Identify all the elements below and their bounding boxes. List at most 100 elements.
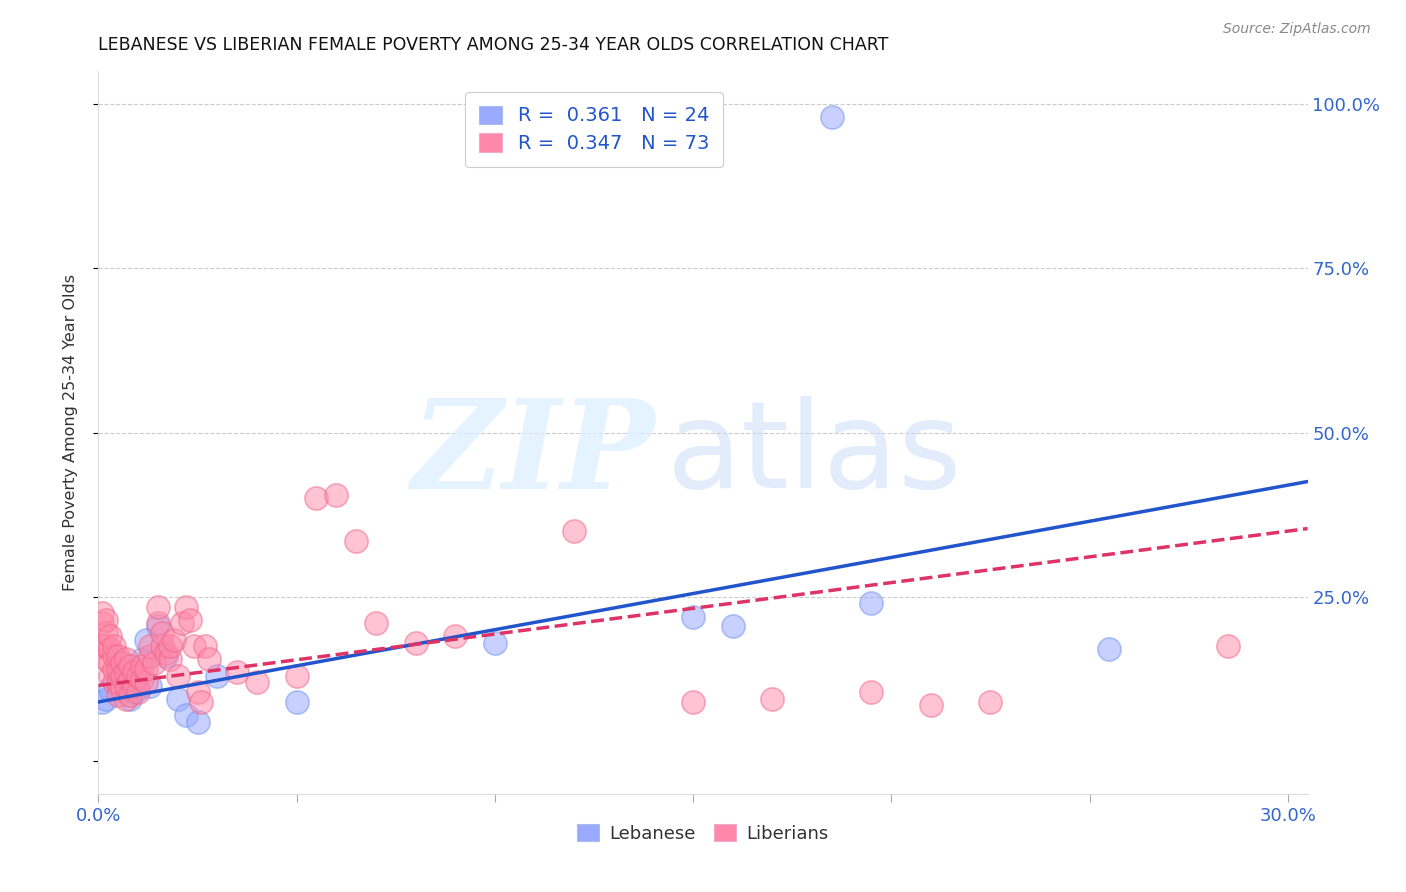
Point	[1218, 639, 1240, 653]
Point	[207, 668, 229, 682]
Point	[127, 681, 149, 696]
Point	[115, 691, 138, 706]
Point	[111, 656, 134, 670]
Point	[91, 639, 114, 653]
Point	[122, 665, 145, 680]
Point	[150, 639, 173, 653]
Point	[103, 662, 125, 676]
Point	[111, 668, 134, 682]
Point	[344, 533, 367, 548]
Point	[226, 665, 249, 680]
Point	[364, 616, 387, 631]
Point	[115, 652, 138, 666]
Point	[135, 675, 157, 690]
Point	[146, 616, 169, 631]
Point	[107, 662, 129, 676]
Point	[120, 691, 142, 706]
Point	[98, 642, 121, 657]
Text: Source: ZipAtlas.com: Source: ZipAtlas.com	[1223, 22, 1371, 37]
Point	[120, 689, 142, 703]
Point	[150, 626, 173, 640]
Point	[96, 613, 118, 627]
Point	[198, 652, 221, 666]
Point	[103, 675, 125, 690]
Point	[127, 668, 149, 682]
Point	[111, 681, 134, 696]
Point	[96, 639, 118, 653]
Point	[860, 685, 883, 699]
Point	[920, 698, 942, 713]
Point	[246, 675, 269, 690]
Point	[146, 619, 169, 633]
Point	[159, 639, 181, 653]
Point	[98, 629, 121, 643]
Point	[96, 652, 118, 666]
Point	[139, 648, 162, 663]
Point	[115, 665, 138, 680]
Point	[761, 691, 783, 706]
Point	[163, 632, 186, 647]
Point	[186, 714, 208, 729]
Point	[194, 639, 217, 653]
Point	[174, 708, 197, 723]
Point	[682, 695, 704, 709]
Point	[155, 646, 177, 660]
Point	[186, 685, 208, 699]
Point	[96, 626, 118, 640]
Point	[979, 695, 1001, 709]
Point	[139, 678, 162, 692]
Point	[135, 662, 157, 676]
Point	[98, 681, 121, 696]
Point	[682, 609, 704, 624]
Point	[146, 599, 169, 614]
Point	[122, 678, 145, 692]
Point	[107, 675, 129, 690]
Point	[135, 632, 157, 647]
Point	[107, 689, 129, 703]
Point	[142, 656, 165, 670]
Y-axis label: Female Poverty Among 25-34 Year Olds: Female Poverty Among 25-34 Year Olds	[63, 274, 77, 591]
Point	[444, 629, 467, 643]
Point	[285, 668, 308, 682]
Point	[98, 668, 121, 682]
Point	[821, 111, 844, 125]
Point	[107, 648, 129, 663]
Point	[183, 639, 205, 653]
Point	[860, 596, 883, 610]
Point	[1098, 642, 1121, 657]
Point	[305, 491, 328, 506]
Point	[174, 599, 197, 614]
Point	[405, 636, 427, 650]
Point	[96, 691, 118, 706]
Point	[91, 616, 114, 631]
Point	[107, 675, 129, 690]
Point	[131, 652, 153, 666]
Text: ZIP: ZIP	[411, 393, 655, 515]
Point	[120, 658, 142, 673]
Point	[166, 691, 188, 706]
Point	[131, 672, 153, 686]
Point	[122, 685, 145, 699]
Point	[325, 488, 347, 502]
Point	[721, 619, 744, 633]
Point	[98, 656, 121, 670]
Point	[179, 613, 201, 627]
Point	[166, 668, 188, 682]
Point	[120, 672, 142, 686]
Point	[127, 685, 149, 699]
Text: atlas: atlas	[666, 396, 962, 513]
Legend: Lebanese, Liberians: Lebanese, Liberians	[569, 817, 837, 850]
Point	[562, 524, 585, 538]
Point	[285, 695, 308, 709]
Point	[139, 639, 162, 653]
Text: LEBANESE VS LIBERIAN FEMALE POVERTY AMONG 25-34 YEAR OLDS CORRELATION CHART: LEBANESE VS LIBERIAN FEMALE POVERTY AMON…	[98, 36, 889, 54]
Point	[103, 639, 125, 653]
Point	[190, 695, 212, 709]
Point	[155, 648, 177, 663]
Point	[484, 636, 506, 650]
Point	[159, 652, 181, 666]
Point	[170, 616, 193, 631]
Point	[91, 695, 114, 709]
Point	[115, 668, 138, 682]
Point	[131, 658, 153, 673]
